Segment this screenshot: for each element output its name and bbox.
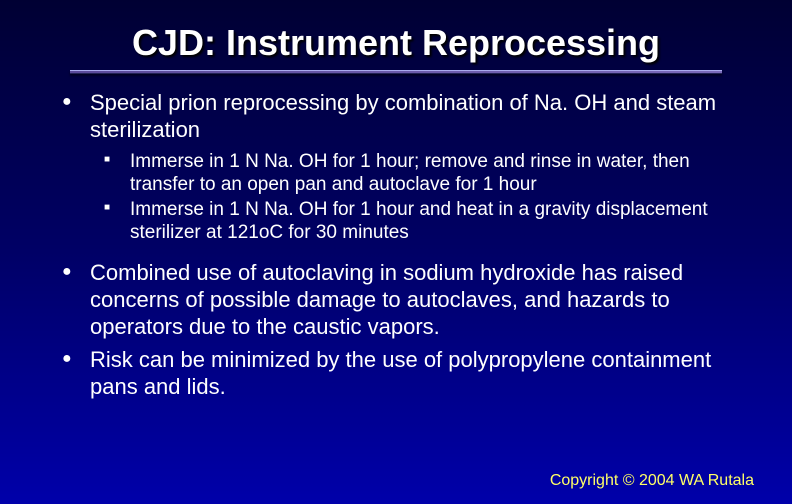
- bullet-text: Risk can be minimized by the use of poly…: [90, 347, 711, 399]
- bullet-text: Special prion reprocessing by combinatio…: [90, 90, 716, 142]
- bullet-level1: Special prion reprocessing by combinatio…: [90, 90, 740, 254]
- slide-title: CJD: Instrument Reprocessing: [132, 22, 660, 64]
- bullet-level2: Immerse in 1 N Na. OH for 1 hour and hea…: [130, 198, 740, 244]
- bullet-text: Combined use of autoclaving in sodium hy…: [90, 260, 683, 339]
- bullet-text: Immerse in 1 N Na. OH for 1 hour; remove…: [130, 151, 690, 195]
- bullet-text: Immerse in 1 N Na. OH for 1 hour and hea…: [130, 199, 708, 243]
- bullet-level1: Risk can be minimized by the use of poly…: [90, 347, 740, 401]
- sub-bullet-group: Immerse in 1 N Na. OH for 1 hour; remove…: [90, 144, 740, 255]
- copyright-footer: Copyright © 2004 WA Rutala: [550, 472, 754, 490]
- title-area: CJD: Instrument Reprocessing: [0, 0, 792, 64]
- slide-body: Special prion reprocessing by combinatio…: [0, 74, 792, 400]
- bullet-level1: Combined use of autoclaving in sodium hy…: [90, 260, 740, 340]
- bullet-level2: Immerse in 1 N Na. OH for 1 hour; remove…: [130, 150, 740, 196]
